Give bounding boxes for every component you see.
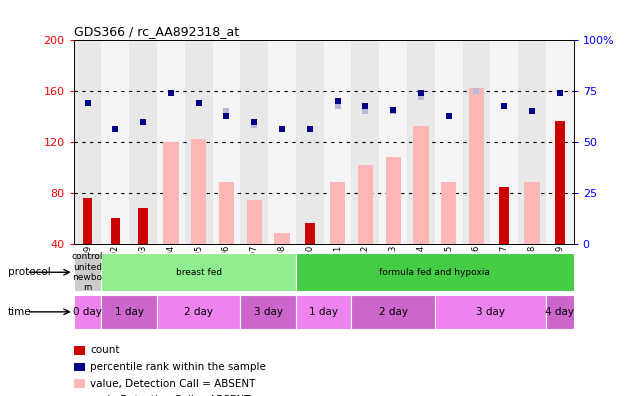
Bar — [268, 40, 296, 244]
Bar — [351, 295, 435, 329]
Text: count: count — [90, 345, 120, 356]
Text: 1 day: 1 day — [115, 307, 144, 317]
Bar — [305, 223, 315, 244]
Text: GDS366 / rc_AA892318_at: GDS366 / rc_AA892318_at — [74, 25, 239, 38]
Text: control
united
newbo
rn: control united newbo rn — [72, 252, 103, 292]
Text: time: time — [8, 307, 31, 317]
Bar — [379, 40, 407, 244]
Bar — [274, 233, 290, 244]
Bar — [358, 164, 373, 244]
Text: 3 day: 3 day — [476, 307, 505, 317]
Text: 2 day: 2 day — [184, 307, 213, 317]
Bar — [324, 40, 351, 244]
Bar — [191, 139, 206, 244]
Bar — [157, 295, 240, 329]
Bar — [407, 40, 435, 244]
Bar — [219, 182, 234, 244]
Bar — [546, 40, 574, 244]
Bar — [351, 40, 379, 244]
Bar — [74, 295, 101, 329]
Bar — [524, 182, 540, 244]
Text: breast fed: breast fed — [176, 268, 222, 277]
Bar — [240, 40, 268, 244]
Bar — [385, 157, 401, 244]
Text: rank, Detection Call = ABSENT: rank, Detection Call = ABSENT — [90, 395, 251, 396]
Bar — [101, 253, 296, 291]
Bar — [101, 295, 157, 329]
Bar — [555, 121, 565, 244]
Bar — [74, 253, 101, 291]
Bar — [240, 295, 296, 329]
Text: 3 day: 3 day — [254, 307, 283, 317]
Bar — [296, 295, 351, 329]
Bar — [213, 40, 240, 244]
Bar — [101, 40, 129, 244]
Bar — [157, 40, 185, 244]
Text: value, Detection Call = ABSENT: value, Detection Call = ABSENT — [90, 379, 256, 389]
Bar — [490, 40, 518, 244]
Text: protocol: protocol — [8, 267, 51, 278]
Bar — [499, 187, 509, 244]
Text: 1 day: 1 day — [309, 307, 338, 317]
Bar — [83, 198, 92, 244]
Bar — [138, 208, 148, 244]
Text: 4 day: 4 day — [545, 307, 574, 317]
Bar — [330, 182, 345, 244]
Bar — [518, 40, 546, 244]
Bar — [296, 40, 324, 244]
Bar — [185, 40, 213, 244]
Bar — [247, 200, 262, 244]
Bar — [110, 218, 121, 244]
Text: 2 day: 2 day — [379, 307, 408, 317]
Bar — [546, 295, 574, 329]
Bar — [469, 88, 484, 244]
Bar — [463, 40, 490, 244]
Bar — [296, 253, 574, 291]
Bar — [435, 295, 546, 329]
Text: 0 day: 0 day — [73, 307, 102, 317]
Bar — [435, 40, 463, 244]
Bar — [441, 182, 456, 244]
Bar — [413, 126, 429, 244]
Bar — [129, 40, 157, 244]
Text: percentile rank within the sample: percentile rank within the sample — [90, 362, 266, 372]
Text: formula fed and hypoxia: formula fed and hypoxia — [379, 268, 490, 277]
Bar — [74, 40, 101, 244]
Bar — [163, 141, 179, 244]
